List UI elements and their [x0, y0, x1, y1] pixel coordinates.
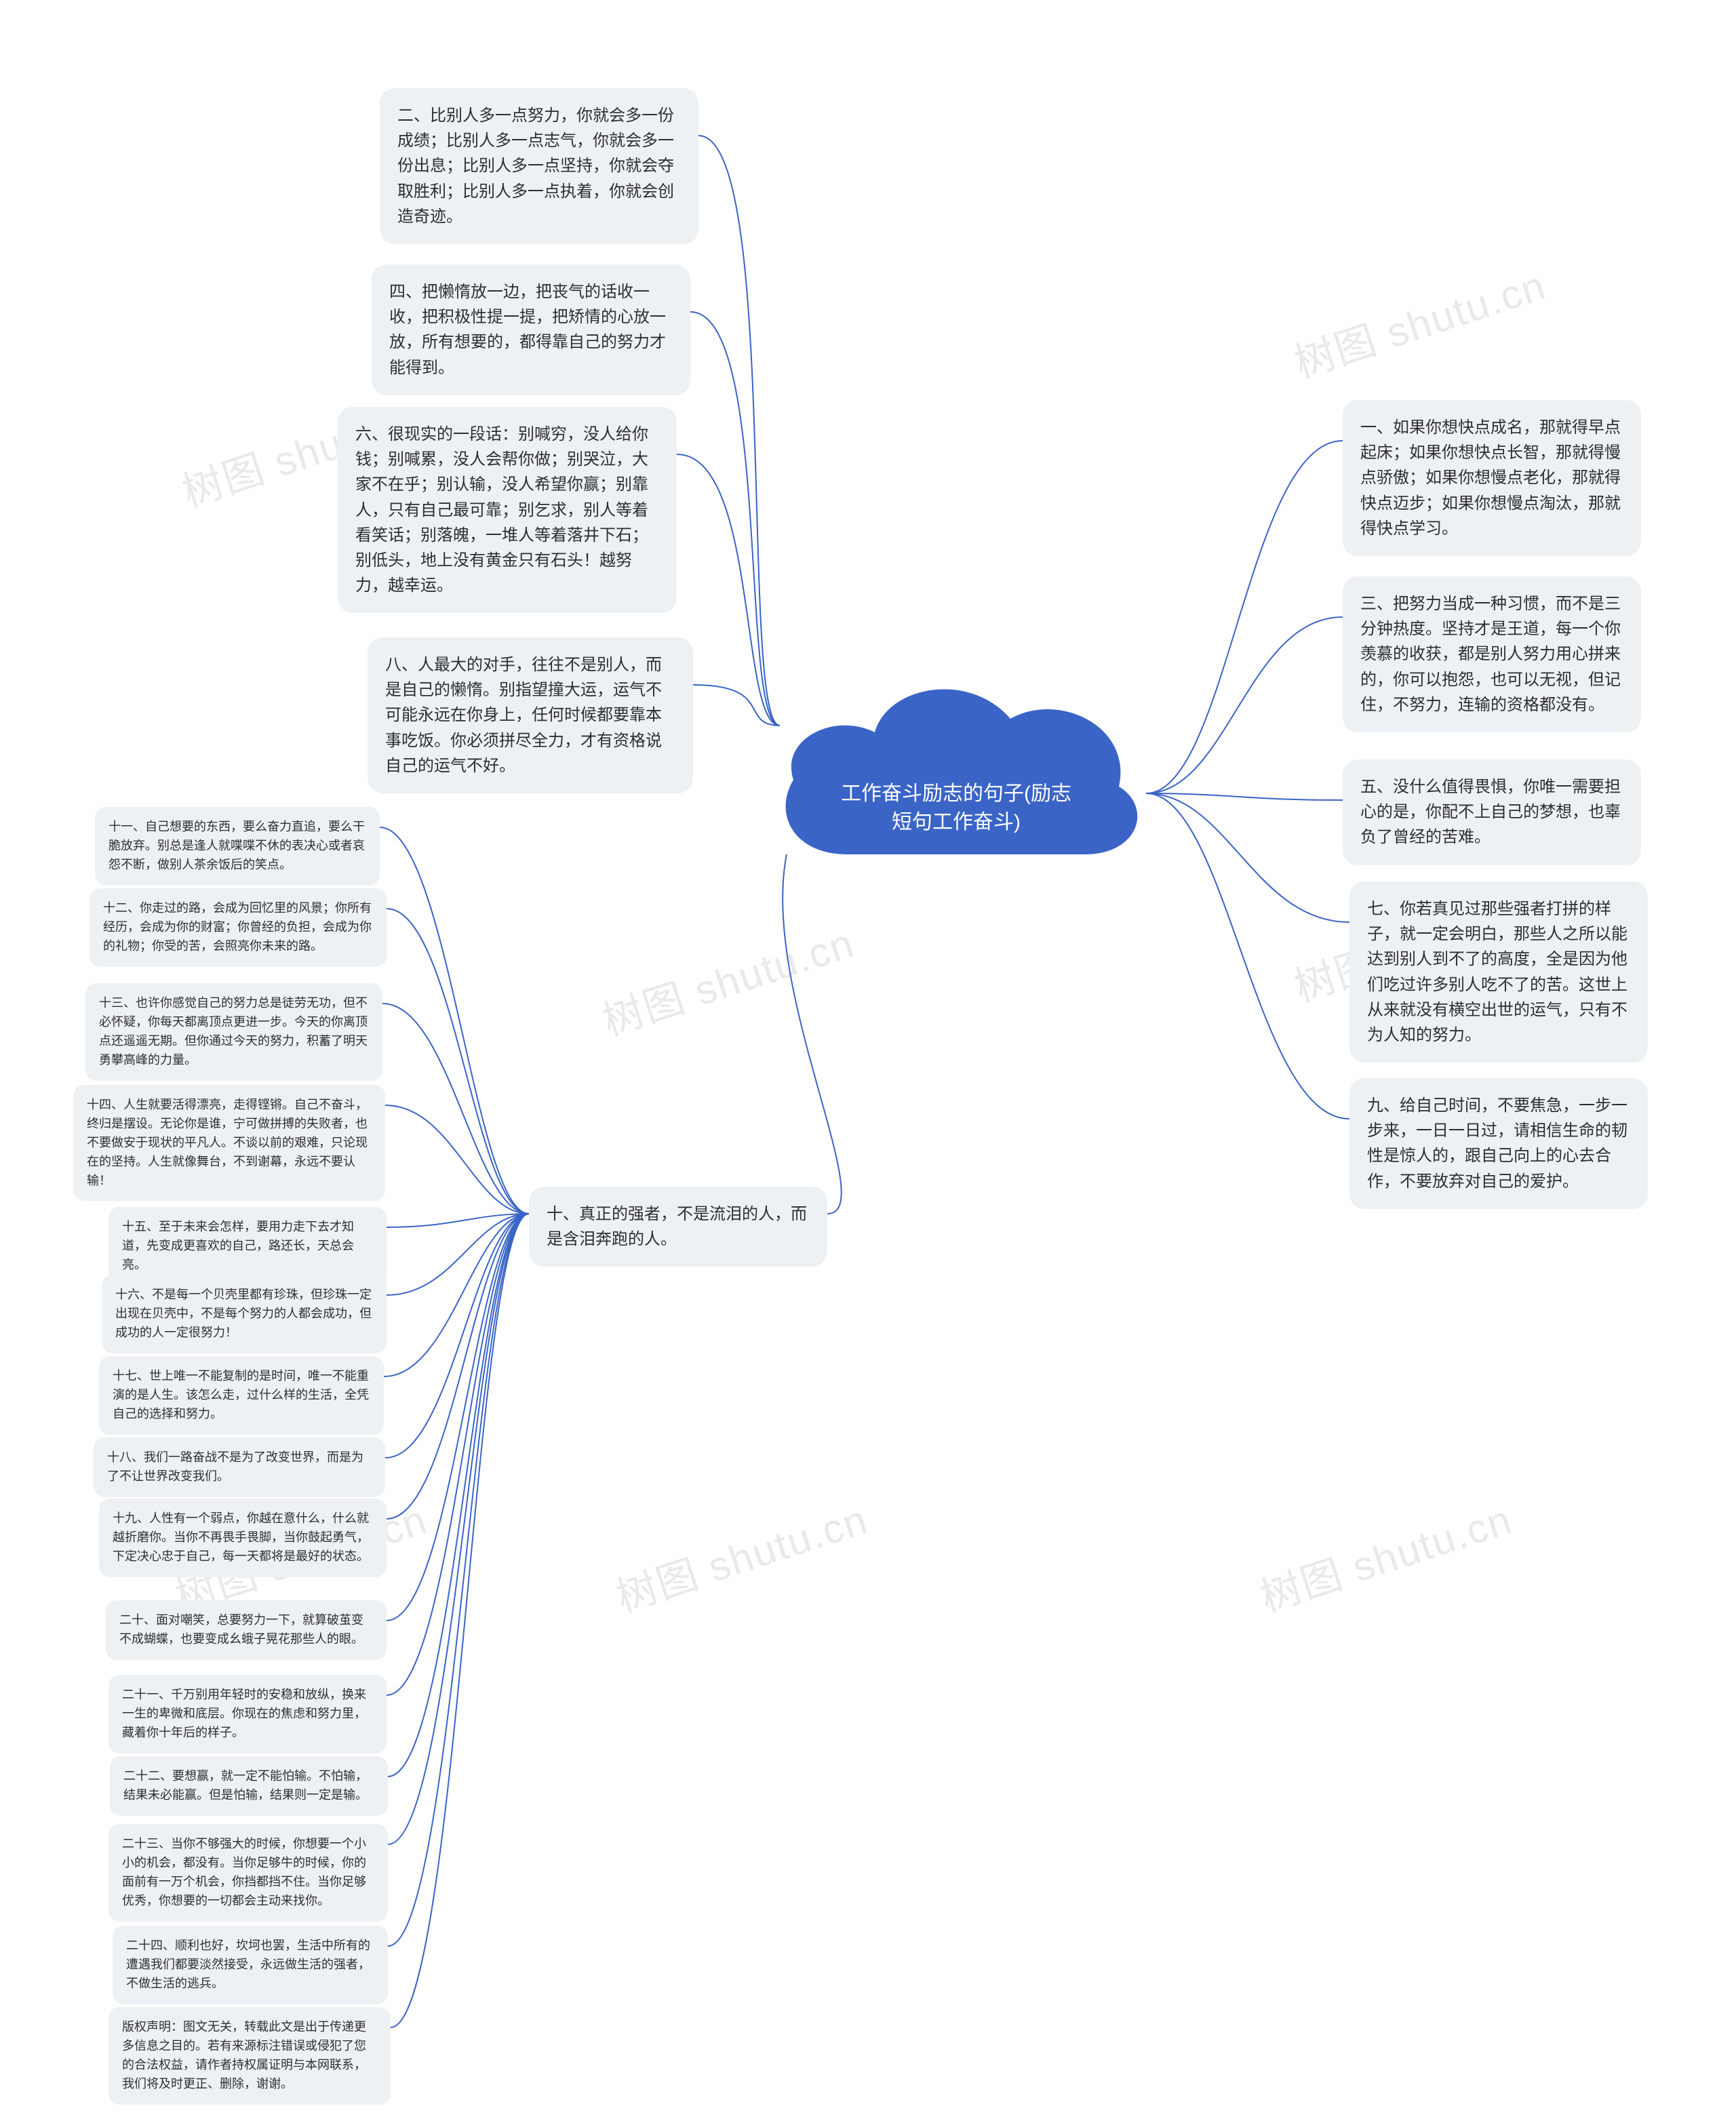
- mindmap-node: 八、人最大的对手，往往不是别人，而是自己的懒惰。别指望撞大运，运气不可能永远在你…: [368, 637, 693, 793]
- connector-edge: [385, 1214, 529, 1458]
- connector-edge: [1146, 441, 1343, 793]
- connector-edge: [382, 1004, 529, 1214]
- connector-edge: [387, 909, 529, 1214]
- mindmap-node: 四、把懒惰放一边，把丧气的话收一收，把积极性提一提，把矫情的心放一放，所有想要的…: [372, 264, 690, 395]
- cloud-icon: [766, 665, 1146, 881]
- mindmap-canvas: 树图 shutu.cn 树图 shutu.cn 树图 shutu.cn 树图 shut…: [0, 0, 1736, 2121]
- mindmap-node: 七、你若真见过那些强者打拼的样子，就一定会明白，那些人之所以能达到别人到不了的高…: [1349, 881, 1648, 1063]
- watermark: 树图 shutu.cn: [594, 911, 861, 1048]
- connector-edge: [1146, 793, 1343, 800]
- mindmap-node: 九、给自己时间，不要焦急，一步一步来，一日一日过，请相信生命的韧性是惊人的，跟自…: [1349, 1078, 1648, 1209]
- mindmap-node: 二、比别人多一点努力，你就会多一份成绩；比别人多一点志气，你就会多一份出息；比别…: [380, 88, 698, 244]
- connector-edge: [1146, 793, 1349, 922]
- connector-edge: [690, 312, 780, 726]
- mindmap-node: 二十二、要想赢，就一定不能怕输。不怕输，结果未必能赢。但是怕输，结果则一定是输。: [110, 1756, 388, 1816]
- mindmap-node: 十一、自己想要的东西，要么奋力直追，要么干脆放弃。别总是逢人就喋喋不休的表决心或…: [95, 807, 380, 886]
- mindmap-node: 二十、面对嘲笑，总要努力一下，就算破茧变不成蝴蝶，也要变成幺蛾子晃花那些人的眼。: [106, 1600, 387, 1660]
- connector-edge: [391, 1214, 529, 2027]
- connector-edge: [1146, 617, 1343, 793]
- mindmap-node: 十、真正的强者，不是流泪的人，而是含泪奔跑的人。: [529, 1187, 827, 1267]
- connector-edge: [388, 1214, 529, 1946]
- connector-edge: [1146, 793, 1349, 1119]
- mindmap-node: 十六、不是每一个贝壳里都有珍珠，但珍珠一定出现在贝壳中，不是每个努力的人都会成功…: [102, 1275, 387, 1353]
- title-line2: 短句工作奋斗): [766, 808, 1146, 837]
- connector-edge: [387, 1214, 529, 1621]
- mindmap-node: 六、很现实的一段话：别喊穷，没人给你钱；别喊累，没人会帮你做；别哭泣，大家不在乎…: [338, 407, 677, 613]
- mindmap-node: 十五、至于未来会怎样，要用力走下去才知道，先变成更喜欢的自己，路还长，天总会亮。: [108, 1207, 387, 1286]
- connector-edge: [387, 1214, 529, 1227]
- center-title: 工作奋斗励志的句子(励志 短句工作奋斗): [766, 780, 1146, 837]
- watermark: 树图 shutu.cn: [1286, 253, 1553, 390]
- mindmap-node: 五、没什么值得畏惧，你唯一需要担心的是，你配不上自己的梦想，也辜负了曾经的苦难。: [1343, 759, 1641, 865]
- connector-edge: [387, 1214, 529, 1695]
- connector-edge: [387, 1214, 529, 1519]
- connector-edge: [698, 136, 780, 726]
- mindmap-node: 版权声明：图文无关，转载此文是出于传递更多信息之目的。若有来源标注错误或侵犯了您…: [108, 2007, 391, 2105]
- mindmap-node: 二十四、顺利也好，坎坷也罢，生活中所有的遭遇我们都要淡然接受，永远做生活的强者，…: [113, 1926, 388, 2004]
- mindmap-node: 十二、你走过的路，会成为回忆里的风景；你所有经历，会成为你的财富；你曾经的负担，…: [90, 888, 387, 967]
- mindmap-node: 一、如果你想快点成名，那就得早点起床；如果你想快点长智，那就得慢点骄傲；如果你想…: [1343, 400, 1641, 556]
- connector-edge: [380, 827, 529, 1214]
- mindmap-node: 二十一、千万别用年轻时的安稳和放纵，换来一生的卑微和底层。你现在的焦虑和努力里，…: [108, 1675, 387, 1753]
- connector-edge: [783, 854, 842, 1214]
- mindmap-node: 十四、人生就要活得漂亮，走得铿锵。自己不奋斗，终归是摆设。无论你是谁，宁可做拼搏…: [73, 1085, 385, 1201]
- connector-edge: [384, 1214, 529, 1376]
- mindmap-node: 十七、世上唯一不能复制的是时间，唯一不能重演的是人生。该怎么走，过什么样的生活，…: [99, 1356, 384, 1435]
- connector-edge: [385, 1105, 529, 1214]
- connector-edge: [387, 1214, 529, 1295]
- mindmap-node: 十八、我们一路奋战不是为了改变世界，而是为了不让世界改变我们。: [94, 1438, 385, 1497]
- mindmap-node: 二十三、当你不够强大的时候，你想要一个小小的机会，都没有。当你足够牛的时候，你的…: [108, 1824, 388, 1922]
- connector-edge: [388, 1214, 529, 1844]
- mindmap-node: 三、把努力当成一种习惯，而不是三分钟热度。坚持才是王道，每一个你羡慕的收获，都是…: [1343, 576, 1641, 732]
- center-node-cloud: 工作奋斗励志的句子(励志 短句工作奋斗): [766, 665, 1146, 881]
- connector-edge: [388, 1214, 529, 1777]
- watermark: 树图 shutu.cn: [608, 1487, 875, 1624]
- mindmap-node: 十三、也许你感觉自己的努力总是徒劳无功，但不必怀疑，你每天都离顶点更进一步。今天…: [85, 983, 382, 1081]
- title-line1: 工作奋斗励志的句子(励志: [766, 780, 1146, 808]
- mindmap-node: 十九、人性有一个弱点，你越在意什么，什么就越折磨你。当你不再畏手畏脚，当你鼓起勇…: [99, 1499, 387, 1577]
- watermark: 树图 shutu.cn: [1252, 1487, 1519, 1624]
